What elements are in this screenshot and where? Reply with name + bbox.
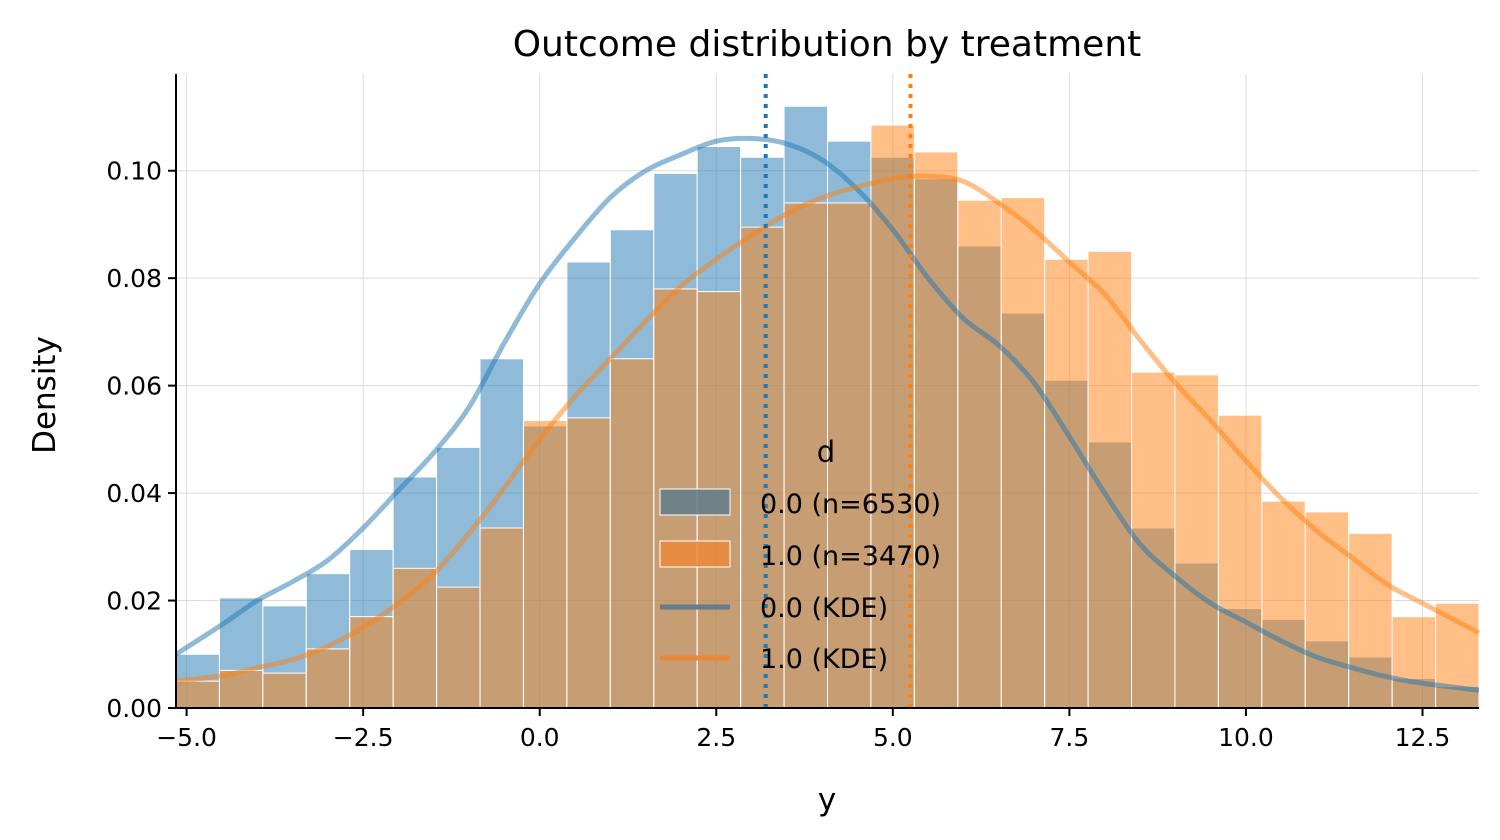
y-tick-label: 0.10 <box>106 157 162 186</box>
x-tick-label: 10.0 <box>1218 723 1274 752</box>
histogram-bar-1.0 <box>566 417 611 709</box>
y-axis-label: Density <box>27 336 63 454</box>
histogram-bar-1.0 <box>957 199 1002 709</box>
histogram-bar-1.0 <box>436 586 481 709</box>
chart-title: Outcome distribution by treatment <box>513 24 1142 65</box>
histogram-bar-1.0 <box>609 358 655 709</box>
y-tick-label: 0.00 <box>106 694 162 723</box>
histogram-bar-1.0 <box>1217 414 1263 709</box>
kde-lines <box>174 135 1481 693</box>
y-tick-label: 0.08 <box>106 264 162 293</box>
y-tick-label: 0.04 <box>106 479 162 508</box>
x-tick-label: 2.5 <box>696 723 736 752</box>
x-tick-label: −5.0 <box>156 723 217 752</box>
legend-title: d <box>817 435 835 469</box>
histogram-bar-1.0 <box>262 672 307 709</box>
kde-line-0.0 <box>174 135 1480 693</box>
histogram-bar-1.0 <box>1000 197 1046 709</box>
histogram-bar-1.0 <box>1261 500 1306 709</box>
x-tick-label: 12.5 <box>1395 723 1451 752</box>
histogram-bar-1.0 <box>783 202 828 709</box>
legend-entry-label: 0.0 (KDE) <box>760 593 888 624</box>
histogram-bar-1.0 <box>479 527 524 709</box>
histogram-bar-1.0 <box>305 648 351 709</box>
y-tick-label: 0.02 <box>106 587 162 616</box>
axes <box>175 74 1479 709</box>
kde-line-1.0 <box>175 173 1481 684</box>
x-tick-label: 0.0 <box>520 723 560 752</box>
histogram-bar-1.0 <box>740 226 785 709</box>
legend-entry-label: 1.0 (n=3470) <box>760 541 941 572</box>
y-tick-label: 0.06 <box>106 372 162 401</box>
legend-entry-label: 0.0 (n=6530) <box>760 489 941 520</box>
x-tick-label: 5.0 <box>873 723 913 752</box>
histogram-bar-1.0 <box>913 151 959 709</box>
histogram-bar-1.0 <box>1044 258 1089 709</box>
x-axis-label: y <box>818 782 836 818</box>
legend: d 0.0 (n=6530) 1.0 (n=3470) 0.0 (KDE) 1.0 (… <box>659 435 941 675</box>
histogram-bar-1.0 <box>1174 374 1219 709</box>
histogram-bar-1.0 <box>1304 511 1350 709</box>
x-tick-label: −2.5 <box>333 723 394 752</box>
histogram-bar-1.0 <box>175 680 220 709</box>
legend-entry-label: 1.0 (KDE) <box>760 644 888 675</box>
tick-labels: −5.0 −2.5 0.0 2.5 5.0 7.5 10.0 12.5 0.00 0.02 0.04… <box>106 157 1450 752</box>
histogram-bar-1.0 <box>522 420 568 709</box>
legend-swatch <box>659 488 731 516</box>
histogram-bar-1.0 <box>827 202 872 709</box>
histogram-bar-1.0 <box>1391 616 1437 709</box>
legend-swatch <box>659 540 731 568</box>
x-tick-label: 7.5 <box>1050 723 1090 752</box>
histogram-bar-1.0 <box>870 124 915 709</box>
